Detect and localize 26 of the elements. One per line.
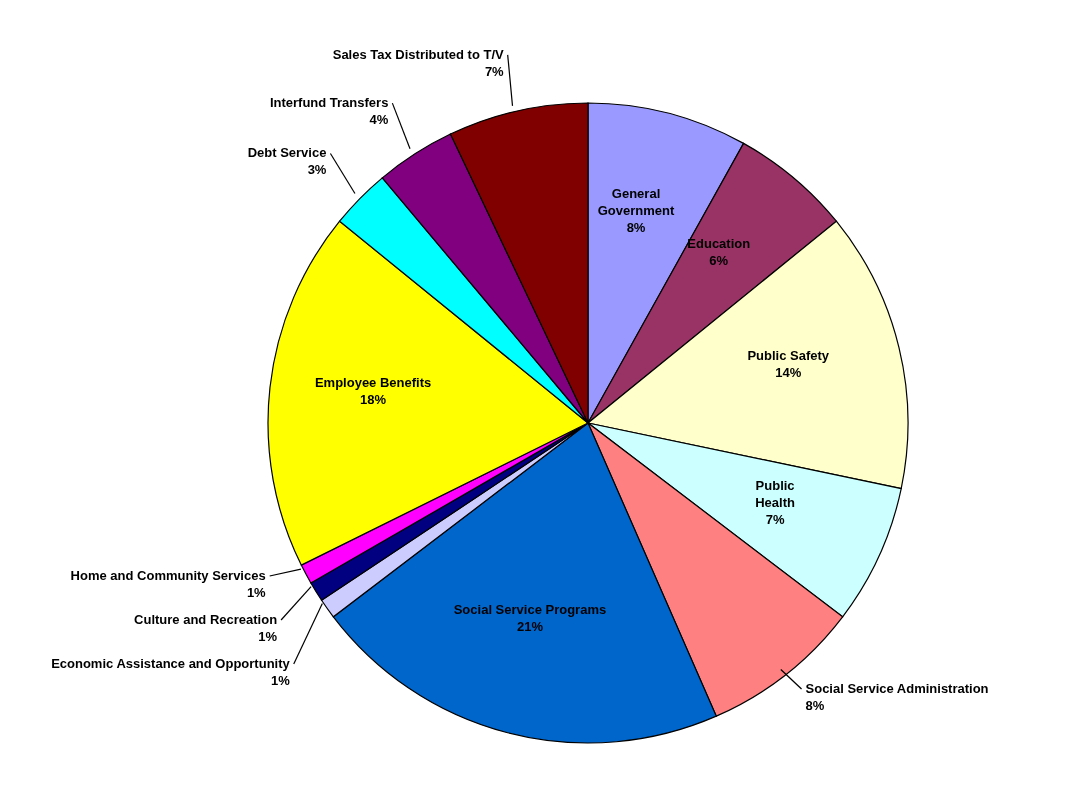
data-label: 1%	[246, 585, 267, 601]
data-label: 1%	[270, 673, 291, 689]
data-label: 21%	[516, 619, 544, 635]
slice-label: Sales Tax Distributed to T/V	[332, 46, 505, 62]
data-label: 18%	[360, 391, 387, 407]
data-label: 1%	[258, 629, 278, 645]
data-label: 7%	[765, 511, 785, 527]
slice-label: Education	[687, 236, 751, 252]
slice-label: Social Service Programs	[453, 602, 607, 618]
data-label: 4%	[369, 112, 389, 128]
data-label: 8%	[805, 697, 825, 713]
data-label: 8%	[626, 219, 646, 235]
slice-label: Interfund Transfers	[269, 95, 389, 111]
data-label: 7%	[484, 63, 505, 79]
slice-label: Employee Benefits	[314, 374, 432, 390]
slice-label: Economic Assistance and Opportunity	[51, 656, 291, 672]
slice-label: Social Service Administration	[805, 680, 989, 696]
data-label: 3%	[307, 162, 327, 178]
slice-label: Public Safety	[747, 348, 830, 364]
slice-label: Public Health	[755, 477, 796, 510]
slice-label: Culture and Recreation	[134, 612, 278, 628]
data-label: 14%	[775, 365, 802, 381]
slice-label: Debt Service	[247, 145, 327, 161]
data-label: 6%	[709, 253, 729, 269]
slice-label: Home and Community Services	[70, 568, 266, 584]
slice-label: General Government	[597, 185, 675, 218]
